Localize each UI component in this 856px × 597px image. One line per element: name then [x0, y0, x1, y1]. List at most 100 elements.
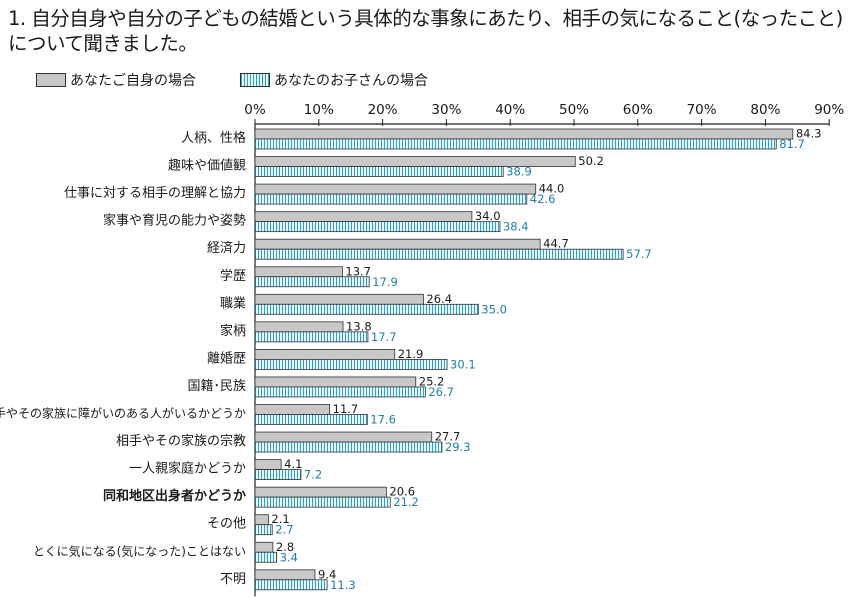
category-label: 不明 [220, 572, 246, 587]
category-label: 家柄 [220, 323, 246, 339]
value-label-child: 3.4 [280, 550, 298, 564]
bar-child [254, 386, 426, 398]
bar-self [254, 211, 473, 223]
bar-self [254, 541, 274, 553]
bar-child [254, 276, 370, 288]
x-tick-label: 40% [495, 102, 525, 118]
value-label-self: 2.8 [276, 540, 294, 554]
value-label-child: 29.3 [445, 440, 471, 454]
bar-child [254, 469, 302, 481]
bar-child [254, 441, 443, 453]
value-label-child: 17.7 [371, 330, 397, 344]
bar-child [254, 221, 501, 233]
legend-item-self: あなたご自身の場合 [36, 70, 196, 90]
value-label-self: 44.7 [543, 237, 569, 251]
bar-self [254, 376, 417, 388]
bar-self [254, 569, 316, 581]
x-tick-label: 50% [559, 102, 589, 118]
bar-child [254, 551, 278, 563]
x-tick-label: 70% [687, 102, 717, 118]
value-label-self: 4.1 [284, 457, 302, 471]
value-label-child: 26.7 [428, 385, 454, 399]
value-label-child: 38.4 [503, 220, 529, 234]
category-label: 離婚歴 [207, 351, 246, 366]
value-label-self: 20.6 [389, 485, 415, 499]
bar-child [254, 524, 273, 536]
bar-self [254, 459, 282, 471]
value-label-self: 84.3 [796, 127, 822, 141]
x-tick-label: 80% [750, 102, 780, 118]
value-label-self: 11.7 [333, 402, 359, 416]
x-tick-label: 60% [623, 102, 653, 118]
bar-self [254, 321, 344, 333]
value-label-child: 57.7 [626, 247, 652, 261]
x-tick-label: 20% [368, 102, 398, 118]
bar-child [254, 358, 448, 370]
legend-swatch-self [36, 73, 66, 87]
bar-self [254, 348, 396, 360]
category-label: 職業 [220, 295, 246, 311]
value-label-self: 9.4 [318, 567, 336, 581]
value-label-child: 2.7 [275, 523, 293, 537]
bar-self [254, 486, 387, 498]
value-label-self: 26.4 [426, 292, 452, 306]
category-label: 同和地区出身者かどうか [103, 488, 246, 504]
bar-child [254, 331, 369, 343]
value-label-child: 21.2 [393, 495, 419, 509]
category-label: 学歴 [220, 268, 246, 284]
value-label-child: 17.6 [370, 413, 396, 427]
x-tick-label: 90% [814, 102, 844, 118]
bar-self [254, 514, 269, 526]
category-label: とくに気になる(気になった)ことはない [33, 543, 246, 558]
value-label-self: 44.0 [539, 182, 565, 196]
value-label-self: 50.2 [578, 154, 604, 168]
legend-swatch-child [240, 73, 270, 87]
category-label: 相手やその家族の宗教 [116, 433, 246, 449]
legend-label-child: あなたのお子さんの場合 [274, 73, 428, 89]
bar-child [254, 193, 528, 205]
value-label-self: 27.7 [435, 430, 461, 444]
value-label-self: 25.2 [419, 374, 445, 388]
bar-child [254, 138, 777, 150]
category-label: 家事や育児の能力や姿勢 [103, 213, 246, 229]
bar-child [254, 248, 624, 260]
bar-self [254, 404, 331, 415]
bar-self [254, 266, 343, 278]
value-label-child: 81.7 [779, 137, 805, 151]
value-label-self: 2.1 [271, 512, 289, 526]
legend-item-child: あなたのお子さんの場合 [240, 70, 428, 90]
bar-child [254, 496, 391, 508]
bar-child [254, 166, 504, 177]
bar-self [254, 183, 537, 195]
category-label: 相手やその家族に障がいのある人がいるかどうか [0, 406, 246, 421]
value-label-child: 17.9 [372, 275, 398, 289]
bar-self [254, 128, 794, 140]
category-label: 趣味や価値観 [168, 158, 246, 174]
x-tick-label: 30% [431, 102, 461, 118]
bar-child [254, 303, 479, 315]
value-label-self: 21.9 [398, 347, 424, 361]
page-title: 1. 自分自身や自分の子どもの結婚という具体的な事象にあたり、相手の気になること… [8, 6, 853, 56]
value-label-child: 38.9 [506, 165, 532, 179]
value-label-self: 34.0 [475, 209, 501, 223]
bar-self [254, 238, 541, 250]
category-label: 人柄、性格 [181, 130, 246, 146]
value-label-child: 35.0 [481, 302, 507, 316]
value-label-self: 13.7 [345, 264, 371, 278]
bar-self [254, 431, 433, 443]
value-label-child: 30.1 [450, 357, 476, 371]
category-label: その他 [207, 517, 246, 532]
value-label-child: 42.6 [530, 192, 556, 206]
title-line-2: について聞きました。 [8, 32, 198, 55]
category-label: 仕事に対する相手の理解と協力 [64, 186, 246, 201]
category-label: 経済力 [207, 240, 246, 256]
bar-self [254, 293, 424, 305]
category-label: 国籍･民族 [187, 378, 246, 394]
bar-child [254, 579, 328, 591]
x-tick-label: 0% [244, 102, 266, 118]
x-tick-label: 10% [304, 102, 334, 118]
category-label: 一人親家庭かどうか [129, 461, 246, 477]
title-line-1: 1. 自分自身や自分の子どもの結婚という具体的な事象にあたり、相手の気になること… [8, 7, 843, 30]
legend-label-self: あなたご自身の場合 [70, 73, 196, 89]
value-label-child: 7.2 [304, 468, 322, 482]
